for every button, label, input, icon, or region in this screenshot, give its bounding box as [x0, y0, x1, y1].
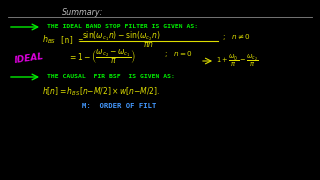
Text: Summary:: Summary:	[62, 8, 103, 17]
Text: [n] =: [n] =	[60, 35, 83, 44]
Text: $= 1 - \left(\dfrac{\omega_{c_2} - \omega_{c_1}}{\pi}\right)$: $= 1 - \left(\dfrac{\omega_{c_2} - \omeg…	[68, 48, 136, 66]
Text: IDEAL: IDEAL	[14, 51, 45, 64]
Text: $\pi n$: $\pi n$	[143, 40, 154, 49]
Text: $1 + \dfrac{\omega_0}{\pi} - \dfrac{\omega_{c_2}}{\pi}$: $1 + \dfrac{\omega_0}{\pi} - \dfrac{\ome…	[216, 53, 259, 69]
Text: THE IDEAL BAND STOP FILTER IS GIVEN AS:: THE IDEAL BAND STOP FILTER IS GIVEN AS:	[47, 24, 198, 30]
Text: ;   $n \neq 0$: ; $n \neq 0$	[222, 31, 251, 42]
Text: $h_{BS}$: $h_{BS}$	[42, 34, 56, 46]
Text: $h[n] = h_{BS}[n{-}M/2] \times w[n{-}M/2].$: $h[n] = h_{BS}[n{-}M/2] \times w[n{-}M/2…	[42, 86, 160, 98]
Text: THE CAUSAL  FIR BSF  IS GIVEN AS:: THE CAUSAL FIR BSF IS GIVEN AS:	[47, 75, 175, 80]
Text: M:  ORDER OF FILT: M: ORDER OF FILT	[82, 103, 156, 109]
Text: ;   $n = 0$: ; $n = 0$	[164, 49, 193, 59]
Text: $\sin(\omega_{c_1}n) - \sin(\omega_{c_2}n)$: $\sin(\omega_{c_1}n) - \sin(\omega_{c_2}…	[82, 30, 160, 43]
